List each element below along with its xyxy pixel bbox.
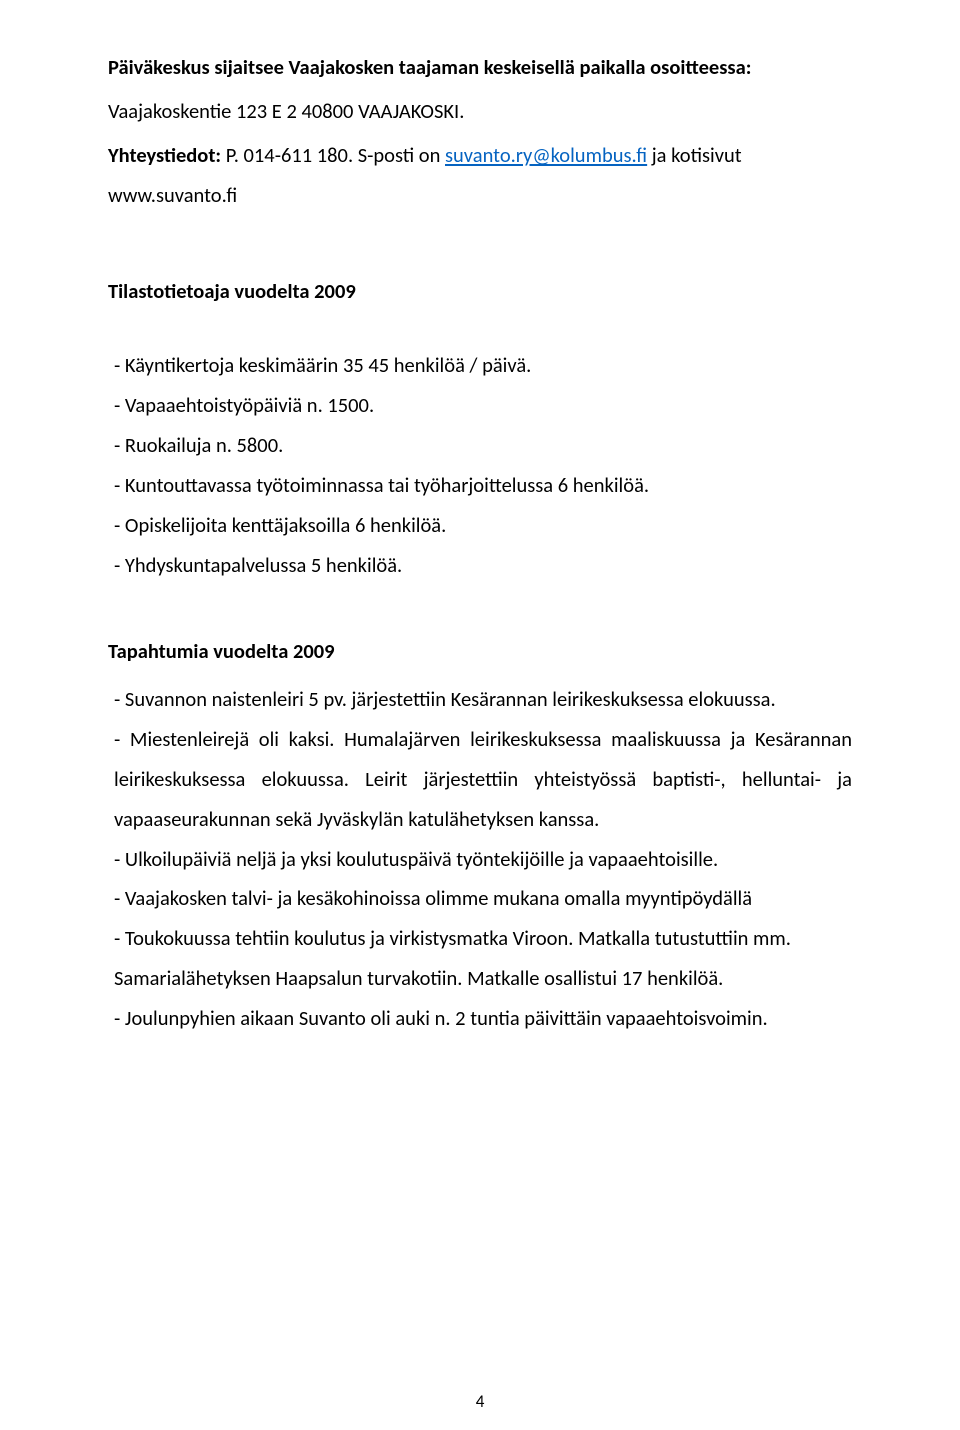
stats-item: - Ruokailuja n. 5800. (114, 426, 852, 466)
stats-item: - Kuntouttavassa työtoiminnassa tai työh… (114, 466, 852, 506)
contact-label: Yhteystiedot: (108, 142, 221, 168)
stats-item: - Yhdyskuntapalvelussa 5 henkilöä. (114, 546, 852, 586)
stats-item: - Opiskelijoita kenttäjaksoilla 6 henkil… (114, 506, 852, 546)
location-line-1: Päiväkeskus sijaitsee Vaajakosken taajam… (108, 48, 852, 88)
events-item: - Ulkoilupäiviä neljä ja yksi koulutuspä… (114, 840, 852, 880)
page-number: 4 (0, 1391, 960, 1412)
contact-email-link[interactable]: suvanto.ry@kolumbus.fi (445, 142, 647, 168)
document-page: Päiväkeskus sijaitsee Vaajakosken taajam… (0, 0, 960, 1430)
stats-item: - Vapaaehtoistyöpäiviä n. 1500. (114, 386, 852, 426)
stats-item: - Käyntikertoja keskimäärin 35 45 henkil… (114, 346, 852, 386)
events-item: - Suvannon naistenleiri 5 pv. järjestett… (114, 680, 852, 720)
stats-title: Tilastotietoaja vuodelta 2009 (108, 272, 852, 312)
events-item: - Joulunpyhien aikaan Suvanto oli auki n… (114, 999, 852, 1039)
events-list: - Suvannon naistenleiri 5 pv. järjestett… (108, 680, 852, 1040)
events-item: - Miestenleirejä oli kaksi. Humalajärven… (114, 720, 852, 840)
events-title: Tapahtumia vuodelta 2009 (108, 632, 852, 672)
location-line-2: Vaajakoskentie 123 E 2 40800 VAAJAKOSKI. (108, 92, 852, 132)
contact-line: Yhteystiedot: P. 014-611 180. S-posti on… (108, 136, 852, 216)
location-bold: Päiväkeskus sijaitsee Vaajakosken taajam… (108, 54, 751, 80)
events-item: - Toukokuussa tehtiin koulutus ja virkis… (114, 919, 852, 999)
contact-phone: P. 014-611 180. S-posti on (226, 142, 445, 168)
events-item: - Vaajakosken talvi- ja kesäkohinoissa o… (114, 879, 852, 919)
stats-list: - Käyntikertoja keskimäärin 35 45 henkil… (108, 346, 852, 586)
